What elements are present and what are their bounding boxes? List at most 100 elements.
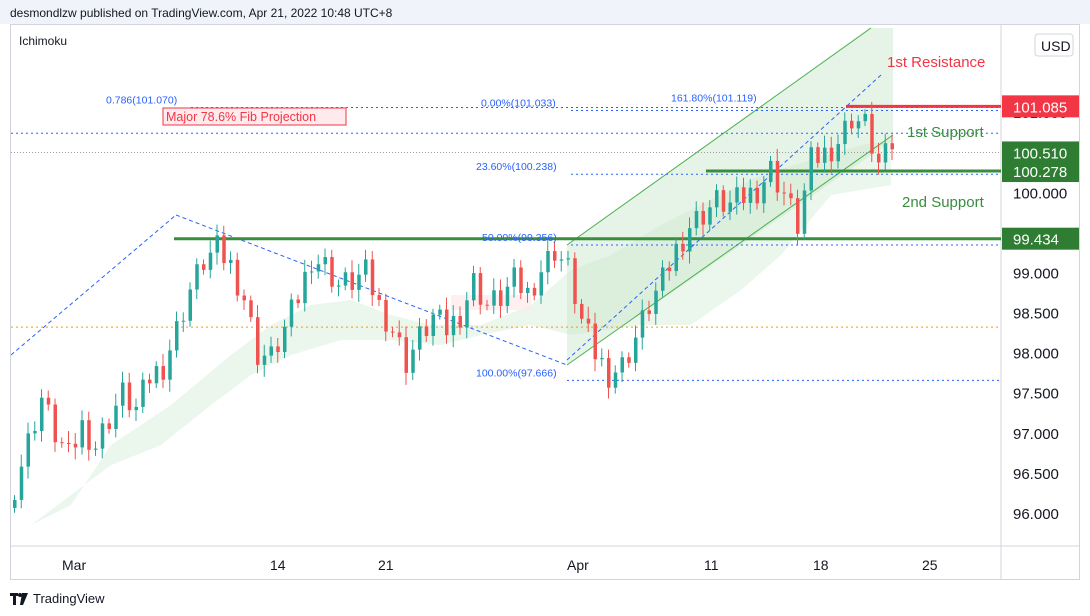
candle-body <box>100 423 105 449</box>
candle-body <box>26 433 30 467</box>
candle-body <box>202 264 206 270</box>
candle-body <box>195 264 199 290</box>
candle-body <box>519 267 523 294</box>
fib-projection-label-box <box>162 107 347 126</box>
tradingview-logo-icon <box>10 593 28 605</box>
candle-body <box>728 202 732 212</box>
candle-body <box>809 147 813 191</box>
candle-body <box>53 404 57 443</box>
candle-body <box>33 430 37 434</box>
candle-body <box>526 287 530 294</box>
x-tick-label: Apr <box>567 557 589 573</box>
price-tag-box <box>1002 160 1079 183</box>
candle-body <box>829 147 834 162</box>
fib-projection-label: Major 78.6% Fib Projection <box>166 110 316 124</box>
y-tick-label: 99.000 <box>1013 265 1059 282</box>
candle-body <box>107 423 111 429</box>
candle-body <box>364 259 368 275</box>
candle-body <box>357 274 361 290</box>
candle-body <box>478 273 483 305</box>
candle-body <box>735 187 739 203</box>
publisher-header: desmondlzw published on TradingView.com,… <box>0 0 1090 24</box>
candle-body <box>566 258 570 260</box>
candle-body <box>222 235 226 264</box>
candle-body <box>539 272 543 296</box>
fib-label: 0.00%(101.033) <box>481 98 556 110</box>
x-tick-label: 14 <box>270 557 286 573</box>
price-tag-label: 99.434 <box>1013 232 1059 249</box>
candle-body <box>134 406 138 411</box>
candle-body <box>337 285 341 287</box>
x-tick-label: 11 <box>704 557 719 573</box>
fib-label: 100.00%(97.666) <box>476 367 557 379</box>
candle-body <box>505 286 510 306</box>
candle-body <box>532 287 537 296</box>
candle-body <box>431 314 435 336</box>
candle-body <box>796 198 800 234</box>
candle-body <box>883 143 888 163</box>
candle-body <box>620 357 624 373</box>
currency-button[interactable] <box>1034 33 1074 57</box>
y-tick-label: 97.500 <box>1013 386 1059 403</box>
currency-label: USD <box>1041 38 1071 54</box>
candle-body <box>289 299 294 327</box>
candle-body <box>141 379 145 407</box>
candle-body <box>465 300 469 328</box>
candle-body <box>19 466 24 500</box>
candle-body <box>424 326 429 336</box>
candle-body <box>870 113 874 154</box>
candle-body <box>269 346 273 356</box>
price-tag-label: 100.278 <box>1013 164 1067 181</box>
candle-body <box>391 331 395 333</box>
candle-body <box>856 121 861 129</box>
support-2-label: 2nd Support <box>902 194 985 211</box>
candle-body <box>188 289 192 321</box>
price-tag-label: 101.085 <box>1013 99 1067 116</box>
candle-body <box>80 420 84 448</box>
candle-body <box>580 303 584 319</box>
candle-body <box>607 358 611 388</box>
candle-body <box>127 382 132 411</box>
ichimoku-cloud <box>31 140 891 525</box>
candle-body <box>215 235 219 253</box>
candle-body <box>73 443 78 448</box>
candle-body <box>208 252 213 270</box>
candle-body <box>681 243 685 252</box>
candle-body <box>181 320 186 322</box>
candle-body <box>235 259 240 296</box>
candle-body <box>161 366 165 380</box>
price-tag-box <box>1002 227 1079 250</box>
candle-body <box>377 295 381 300</box>
x-tick-label: Mar <box>62 557 86 573</box>
chart-frame: 0.786(101.070) 0.00%(101.033) 161.80%(101.… <box>10 24 1080 580</box>
candle-body <box>438 309 442 315</box>
candle-body <box>654 290 658 314</box>
y-tick-label: 96.500 <box>1013 466 1059 483</box>
candle-body <box>350 272 354 290</box>
candle-body <box>769 160 773 183</box>
candle-body <box>708 207 712 225</box>
candle-body <box>323 257 327 265</box>
candle-body <box>701 210 705 225</box>
channel-mid-dashed <box>566 74 882 361</box>
candlestick-chart[interactable]: 0.786(101.070) 0.00%(101.033) 161.80%(101.… <box>11 25 1079 579</box>
candle-body <box>451 315 456 336</box>
candle-body <box>775 160 780 193</box>
candle-body <box>742 187 746 203</box>
candle-body <box>316 264 321 272</box>
resistance-1-label: 1st Resistance <box>887 54 985 71</box>
fib-label: 23.60%(100.238) <box>476 161 557 173</box>
candle-body <box>559 259 564 261</box>
y-tick-label: 100.000 <box>1013 185 1067 202</box>
candle-body <box>802 190 807 234</box>
candle-body <box>586 318 591 324</box>
candle-body <box>593 323 597 360</box>
publisher-text: desmondlzw published on TradingView.com,… <box>10 6 393 20</box>
candle-body <box>310 271 314 273</box>
candle-body <box>262 355 267 365</box>
candle-body <box>175 321 179 351</box>
candle-body <box>823 147 827 163</box>
candle-body <box>343 272 348 286</box>
candle-body <box>404 337 408 373</box>
candle-body <box>458 315 462 328</box>
